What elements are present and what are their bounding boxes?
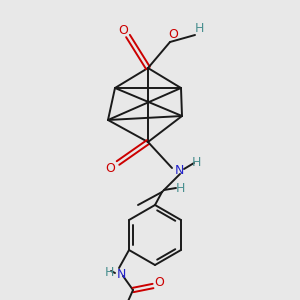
- Text: H: H: [191, 157, 201, 169]
- Text: H: H: [175, 182, 185, 194]
- Text: O: O: [168, 28, 178, 41]
- Text: H: H: [194, 22, 204, 35]
- Text: H: H: [104, 266, 114, 278]
- Text: O: O: [118, 23, 128, 37]
- Text: N: N: [116, 268, 126, 281]
- Text: O: O: [154, 277, 164, 290]
- Text: N: N: [174, 164, 184, 176]
- Text: O: O: [105, 161, 115, 175]
